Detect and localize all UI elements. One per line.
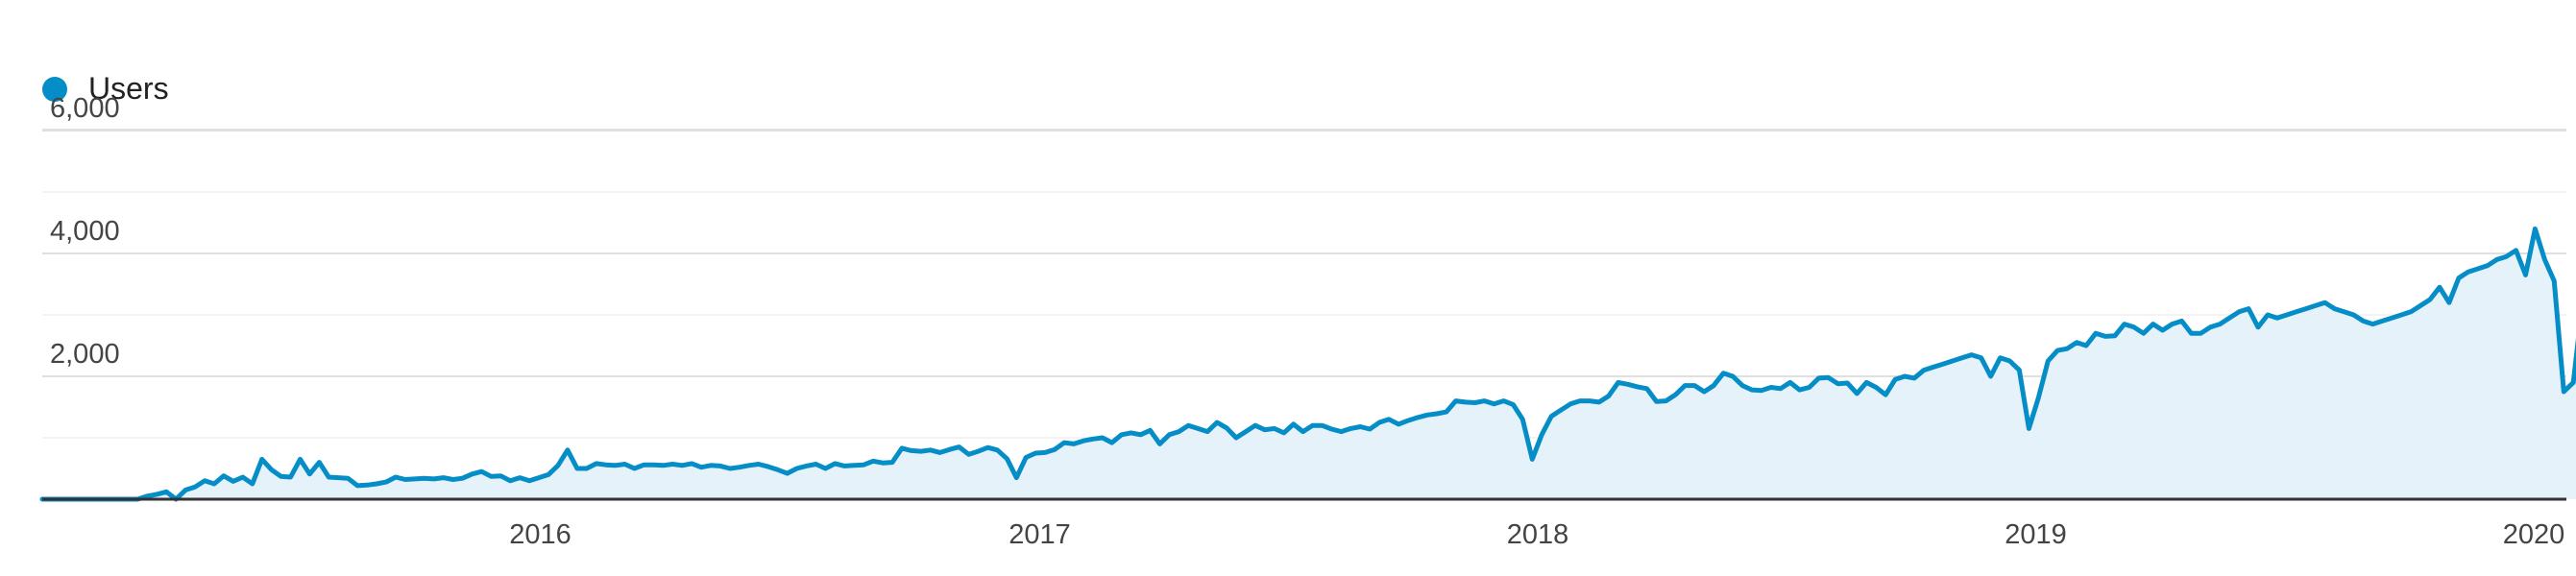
users-series-line xyxy=(39,226,2576,502)
users-series-dot-icon xyxy=(42,76,67,102)
gridlines xyxy=(42,129,2566,439)
y-tick-label: 6,000 xyxy=(50,93,120,124)
legend-label-users: Users xyxy=(88,71,169,106)
y-tick-label: 2,000 xyxy=(50,339,120,370)
x-tick-label: 2016 xyxy=(509,519,571,550)
y-tick-label: 4,000 xyxy=(50,216,120,247)
x-tick-label: 2020 xyxy=(2503,519,2565,550)
x-tick-label: 2017 xyxy=(1009,519,1071,550)
users-area-fill xyxy=(42,228,2576,499)
x-tick-label: 2018 xyxy=(1507,519,1569,550)
x-tick-label: 2019 xyxy=(2005,519,2067,550)
chart-legend[interactable]: Users xyxy=(42,71,169,107)
